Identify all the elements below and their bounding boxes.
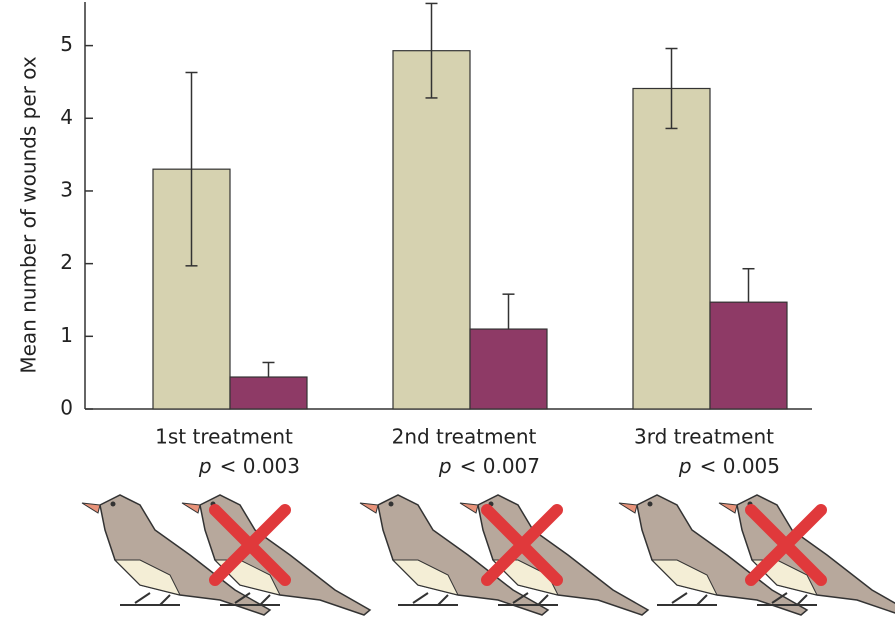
y-tick-label: 2	[60, 250, 73, 274]
error-bar	[665, 47, 678, 130]
bird-illustrations	[81, 494, 895, 616]
error-bar	[262, 361, 275, 378]
x-tick-label: 2nd treatment	[392, 425, 537, 449]
p-symbol: p	[438, 454, 452, 478]
p-text: < 0.007	[460, 454, 540, 478]
error-bar	[185, 71, 198, 267]
y-tick-label: 1	[60, 323, 73, 347]
y-tick-label: 3	[60, 177, 73, 201]
error-bar	[742, 267, 755, 303]
y-tick-label: 4	[60, 105, 73, 129]
bar	[229, 376, 308, 410]
y-tick-label: 0	[60, 396, 73, 420]
p-text: < 0.003	[220, 454, 300, 478]
bar	[392, 50, 471, 410]
x-tick-label: 1st treatment	[155, 425, 293, 449]
bar	[709, 301, 788, 410]
y-axis-label: Mean number of wounds per ox	[17, 56, 41, 374]
bar	[632, 87, 711, 410]
p-value: p < 0.007	[438, 454, 540, 478]
y-tick-label: 5	[60, 32, 73, 56]
error-bar	[425, 2, 438, 99]
p-value: p < 0.005	[678, 454, 780, 478]
p-symbol: p	[198, 454, 212, 478]
p-value: p < 0.003	[198, 454, 300, 478]
p-symbol: p	[678, 454, 692, 478]
x-tick-label: 3rd treatment	[634, 425, 774, 449]
p-text: < 0.005	[700, 454, 780, 478]
error-bar	[502, 293, 515, 330]
bar	[469, 328, 548, 410]
